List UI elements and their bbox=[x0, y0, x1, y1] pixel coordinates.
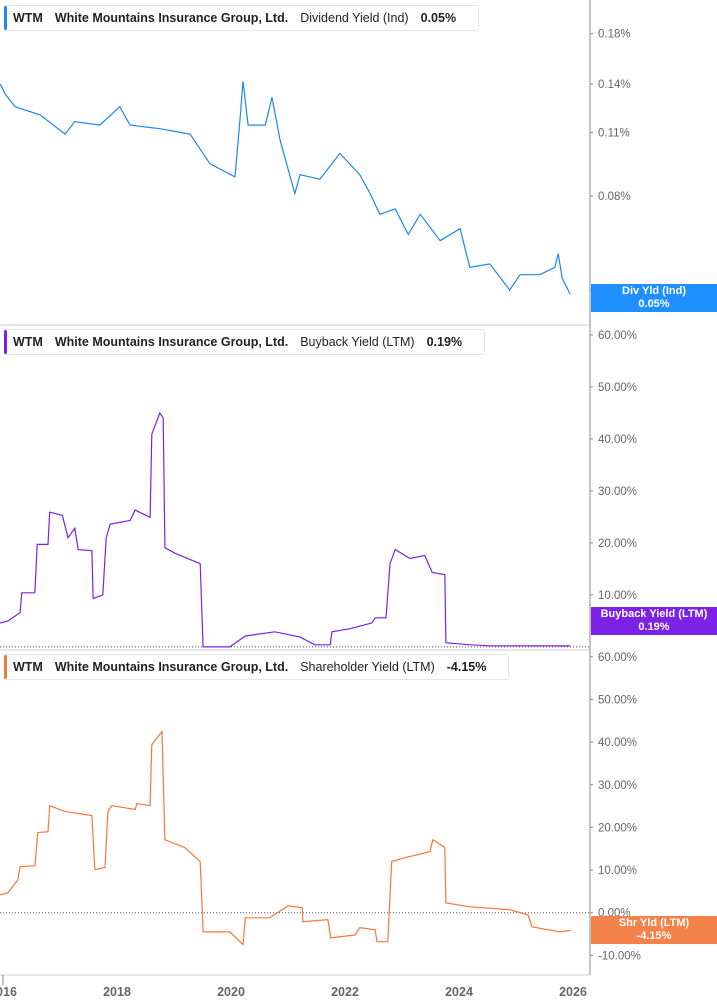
company-name: White Mountains Insurance Group, Ltd. bbox=[54, 11, 289, 25]
x-tick-label: 2016 bbox=[0, 985, 17, 999]
ticker: WTM bbox=[13, 335, 43, 349]
x-tick-label: 2018 bbox=[103, 985, 131, 999]
last-value-badge-dividend: Div Yld (Ind) 0.05% bbox=[591, 284, 717, 312]
x-tick-label: 2020 bbox=[217, 985, 245, 999]
series-value: 0.05% bbox=[420, 11, 457, 25]
y-tick-label: -10.00% bbox=[598, 950, 641, 962]
series-line bbox=[0, 729, 571, 947]
y-tick-label: 60.00% bbox=[598, 652, 637, 664]
x-tick-label: 2022 bbox=[331, 985, 359, 999]
series-color-bar bbox=[4, 655, 7, 679]
series-value: 0.19% bbox=[426, 335, 463, 349]
company-name: White Mountains Insurance Group, Ltd. bbox=[54, 660, 289, 674]
last-value-badge-shareholder: Shr Yld (LTM) -4.15% bbox=[591, 916, 717, 944]
last-value-badge-buyback: Buyback Yield (LTM) 0.19% bbox=[591, 607, 717, 635]
y-tick-label: 30.00% bbox=[598, 486, 637, 498]
x-tick-label: 2026 bbox=[559, 985, 587, 999]
series-value: -4.15% bbox=[446, 660, 487, 674]
legend-dividend-yield: WTM White Mountains Insurance Group, Ltd.… bbox=[4, 5, 480, 31]
badge-label: Shr Yld (LTM) bbox=[618, 917, 690, 929]
ticker: WTM bbox=[13, 11, 43, 25]
y-tick-label: 20.00% bbox=[598, 822, 637, 834]
badge-label: Buyback Yield (LTM) bbox=[600, 608, 708, 620]
ticker: WTM bbox=[13, 660, 43, 674]
y-tick-label: 30.00% bbox=[598, 780, 637, 792]
series-title: Shareholder Yield (LTM) bbox=[300, 660, 435, 674]
y-tick-label: 0.18% bbox=[598, 29, 631, 41]
y-tick-label: 10.00% bbox=[598, 865, 637, 877]
y-tick-label: 0.14% bbox=[598, 79, 631, 91]
y-tick-label: 0.11% bbox=[598, 127, 630, 139]
series-color-bar bbox=[4, 6, 7, 30]
y-tick-label: 10.00% bbox=[598, 590, 637, 602]
y-tick-label: 50.00% bbox=[598, 382, 637, 394]
legend-shareholder-yield: WTM White Mountains Insurance Group, Ltd.… bbox=[4, 654, 510, 680]
badge-label: Div Yld (Ind) bbox=[622, 285, 686, 297]
series-line bbox=[0, 81, 571, 295]
legend-buyback-yield: WTM White Mountains Insurance Group, Ltd.… bbox=[4, 329, 486, 355]
company-name: White Mountains Insurance Group, Ltd. bbox=[54, 335, 289, 349]
badge-value: -4.15% bbox=[636, 930, 672, 942]
y-tick-label: 40.00% bbox=[598, 434, 637, 446]
badge-value: 0.05% bbox=[638, 298, 670, 310]
y-tick-label: 40.00% bbox=[598, 737, 637, 749]
series-line bbox=[0, 411, 571, 648]
y-tick-label: 50.00% bbox=[598, 694, 637, 706]
x-tick-label: 2024 bbox=[445, 985, 473, 999]
badge-value: 0.19% bbox=[638, 621, 670, 633]
series-title: Buyback Yield (LTM) bbox=[300, 335, 415, 349]
y-tick-label: 20.00% bbox=[598, 538, 637, 550]
y-tick-label: 0.08% bbox=[598, 191, 631, 203]
series-title: Dividend Yield (Ind) bbox=[300, 11, 409, 25]
y-tick-label: 60.00% bbox=[598, 330, 637, 342]
series-color-bar bbox=[4, 330, 7, 354]
